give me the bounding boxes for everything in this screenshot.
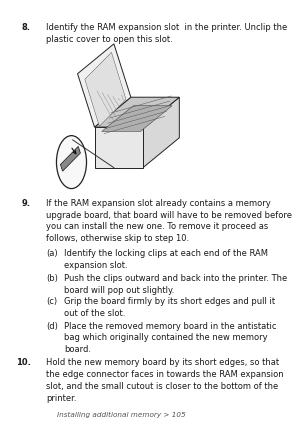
Text: 8.: 8.	[22, 23, 31, 32]
Text: (d): (d)	[46, 321, 58, 330]
Text: out of the slot.: out of the slot.	[64, 308, 126, 317]
Text: you can install the new one. To remove it proceed as: you can install the new one. To remove i…	[46, 222, 268, 231]
Text: (b): (b)	[46, 273, 58, 282]
Text: upgrade board, that board will have to be removed before: upgrade board, that board will have to b…	[46, 210, 292, 219]
Polygon shape	[102, 106, 172, 132]
Text: Hold the new memory board by its short edges, so that: Hold the new memory board by its short e…	[46, 357, 279, 366]
Polygon shape	[77, 45, 131, 128]
Text: 10.: 10.	[16, 357, 31, 366]
Text: Installing additional memory > 105: Installing additional memory > 105	[57, 411, 185, 417]
Text: If the RAM expansion slot already contains a memory: If the RAM expansion slot already contai…	[46, 198, 271, 207]
Text: (c): (c)	[46, 296, 57, 305]
Text: Identify the RAM expansion slot  in the printer. Unclip the: Identify the RAM expansion slot in the p…	[46, 23, 287, 32]
Polygon shape	[94, 128, 143, 168]
Text: board will pop out slightly.: board will pop out slightly.	[64, 285, 175, 294]
Polygon shape	[60, 147, 80, 172]
Text: plastic cover to open this slot.: plastic cover to open this slot.	[46, 35, 173, 44]
Text: (a): (a)	[46, 249, 58, 258]
Text: Place the removed memory board in the antistatic: Place the removed memory board in the an…	[64, 321, 277, 330]
Text: Identify the locking clips at each end of the RAM: Identify the locking clips at each end o…	[64, 249, 268, 258]
Text: Push the clips outward and back into the printer. The: Push the clips outward and back into the…	[64, 273, 287, 282]
Text: expansion slot.: expansion slot.	[64, 261, 128, 270]
Text: slot, and the small cutout is closer to the bottom of the: slot, and the small cutout is closer to …	[46, 381, 278, 390]
Text: bag which originally contained the new memory: bag which originally contained the new m…	[64, 333, 268, 342]
Polygon shape	[94, 98, 179, 128]
Text: follows, otherwise skip to step 10.: follows, otherwise skip to step 10.	[46, 234, 189, 243]
Text: board.: board.	[64, 345, 91, 354]
Text: the edge connector faces in towards the RAM expansion: the edge connector faces in towards the …	[46, 369, 284, 378]
Text: 9.: 9.	[22, 198, 31, 207]
Circle shape	[56, 136, 86, 189]
Text: printer.: printer.	[46, 393, 76, 402]
Text: Grip the board firmly by its short edges and pull it: Grip the board firmly by its short edges…	[64, 296, 275, 305]
Polygon shape	[143, 98, 179, 168]
Polygon shape	[85, 53, 126, 127]
